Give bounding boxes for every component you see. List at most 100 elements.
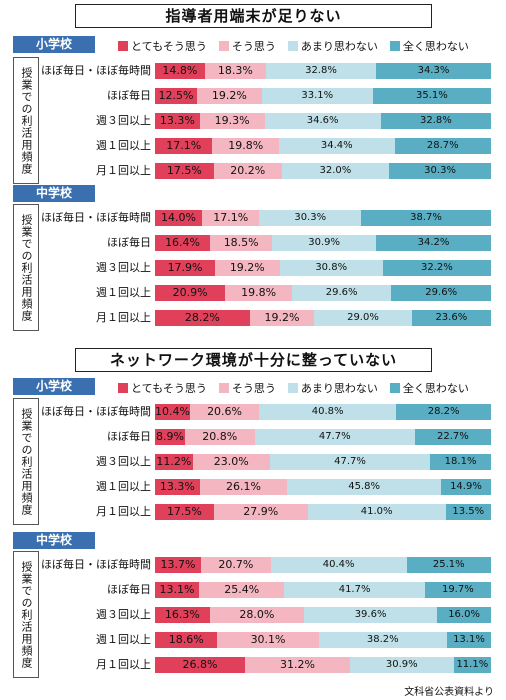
bar-segment: 45.8% — [287, 479, 441, 495]
bar-segment: 23.0% — [192, 454, 270, 470]
stacked-bar: 16.3% 28.0% 39.6% 16.0% — [155, 607, 491, 623]
data-label: 17.1% — [166, 139, 202, 152]
legend-2: とてもそう思う そう思う あまり思わない 全く思わない — [118, 380, 469, 396]
bar-segment: 25.1% — [406, 557, 491, 573]
data-label: 19.8% — [228, 139, 264, 152]
chart-row: ほぼ毎日・ほぼ毎時間 13.7% 20.7% 40.4% 25.1% — [41, 555, 493, 575]
bar-segment: 11.2% — [155, 454, 193, 470]
chart-title-devices: 指導者用端末が足りない — [75, 4, 432, 28]
chart-row: 月１回以上 26.8% 31.2% 30.9% 11.1% — [41, 655, 493, 675]
category-label: ほぼ毎日 — [107, 583, 151, 596]
stacked-bar: 17.9% 19.2% 30.8% 32.2% — [155, 260, 491, 276]
data-label: 19.3% — [214, 114, 250, 127]
data-label: 47.7% — [318, 431, 351, 442]
legend-swatch — [389, 383, 400, 393]
data-label: 13.3% — [159, 114, 195, 127]
bar-segment: 17.5% — [155, 504, 214, 520]
data-label: 41.7% — [338, 584, 371, 595]
data-label: 26.1% — [225, 480, 261, 493]
chart-row: 週３回以上 17.9% 19.2% 30.8% 32.2% — [41, 258, 493, 278]
category-label: 月１回以上 — [96, 311, 151, 324]
data-label: 30.9% — [385, 659, 418, 670]
data-label: 39.6% — [354, 609, 387, 620]
bar-segment: 30.3% — [259, 210, 362, 226]
bar-segment: 14.9% — [440, 479, 491, 495]
stacked-bar: 18.6% 30.1% 38.2% 13.1% — [155, 632, 491, 648]
bar-segment: 40.8% — [259, 404, 397, 420]
vertical-axis-label: 授業での利活用頻度 — [13, 551, 39, 678]
bar-segment: 39.6% — [303, 607, 438, 623]
bar-segment: 20.7% — [201, 557, 271, 573]
data-label: 40.4% — [322, 559, 355, 570]
vertical-axis-label: 授業での利活用頻度 — [13, 204, 39, 331]
data-label: 45.8% — [348, 481, 380, 492]
stacked-bar: 16.4% 18.5% 30.9% 34.2% — [155, 235, 491, 251]
bar-segment: 28.0% — [209, 607, 304, 623]
stacked-bar: 28.2% 19.2% 29.0% 23.6% — [155, 310, 491, 326]
category-label: ほぼ毎日・ほぼ毎時間 — [41, 405, 151, 418]
bar-segment: 20.9% — [155, 285, 226, 301]
data-label: 26.8% — [182, 658, 218, 671]
data-label: 14.8% — [162, 64, 198, 77]
chart-row: ほぼ毎日 12.5% 19.2% 33.1% 35.1% — [41, 86, 493, 106]
data-label: 29.6% — [425, 287, 458, 298]
bar-segment: 19.7% — [424, 582, 491, 598]
data-label: 13.1% — [453, 634, 485, 645]
data-label: 27.9% — [243, 505, 279, 518]
chart-row: ほぼ毎日・ほぼ毎時間 10.4% 20.6% 40.8% 28.2% — [41, 402, 493, 422]
data-label: 11.2% — [156, 455, 192, 468]
chart-row: ほぼ毎日 16.4% 18.5% 30.9% 34.2% — [41, 233, 493, 253]
chart-row: 週１回以上 13.3% 26.1% 45.8% 14.9% — [41, 477, 493, 497]
data-label: 25.1% — [432, 559, 465, 570]
stacked-bar: 14.0% 17.1% 30.3% 38.7% — [155, 210, 491, 226]
data-label: 16.4% — [165, 236, 201, 249]
data-label: 29.6% — [325, 287, 358, 298]
bar-segment: 19.2% — [215, 260, 280, 276]
data-label: 41.0% — [360, 506, 393, 517]
data-label: 29.0% — [347, 312, 379, 323]
bar-segment: 16.3% — [155, 607, 210, 623]
data-label: 18.1% — [444, 456, 477, 467]
data-label: 13.1% — [159, 583, 195, 596]
data-label: 13.3% — [159, 480, 195, 493]
data-label: 14.0% — [161, 211, 196, 224]
bar-segment: 34.6% — [264, 113, 381, 129]
chart-row: 週３回以上 11.2% 23.0% 47.7% 18.1% — [41, 452, 493, 472]
stacked-bar: 8.9% 20.8% 47.7% 22.7% — [155, 429, 491, 445]
bar-segment: 41.7% — [284, 582, 425, 598]
chart-row: 週３回以上 13.3% 19.3% 34.6% 32.8% — [41, 111, 493, 131]
stacked-bar: 13.3% 26.1% 45.8% 14.9% — [155, 479, 491, 495]
category-label: 月１回以上 — [96, 164, 151, 177]
stacked-bar: 12.5% 19.2% 33.1% 35.1% — [155, 88, 491, 104]
bar-segment: 22.7% — [414, 429, 491, 445]
data-label: 17.5% — [166, 505, 202, 518]
stacked-bar: 14.8% 18.3% 32.8% 34.3% — [155, 63, 491, 79]
data-label: 13.7% — [160, 558, 196, 571]
bar-segment: 32.8% — [265, 63, 376, 79]
stacked-bar: 17.5% 27.9% 41.0% 13.5% — [155, 504, 491, 520]
bar-segment: 19.2% — [249, 310, 315, 326]
data-label: 25.4% — [224, 583, 260, 596]
data-label: 38.2% — [366, 634, 399, 645]
chart-title-network: ネットワーク環境が十分に整っていない — [75, 348, 432, 372]
bar-segment: 34.4% — [278, 138, 395, 154]
bar-segment: 30.1% — [217, 632, 319, 648]
category-label: ほぼ毎日 — [107, 430, 151, 443]
legend-swatch — [218, 383, 229, 393]
school-tag-junior-high-1: 中学校 — [13, 185, 95, 202]
data-label: 28.0% — [239, 608, 275, 621]
stacked-bar: 17.1% 19.8% 34.4% 28.7% — [155, 138, 491, 154]
category-label: 週３回以上 — [96, 114, 151, 127]
stacked-bar: 13.1% 25.4% 41.7% 19.7% — [155, 582, 491, 598]
bar-segment: 33.1% — [261, 88, 373, 104]
legend-label: あまり思わない — [300, 382, 378, 395]
bar-segment: 32.0% — [281, 163, 390, 179]
data-label: 33.1% — [301, 90, 334, 101]
bar-segment: 14.8% — [155, 63, 205, 79]
data-label: 34.6% — [306, 115, 339, 126]
bar-segment: 38.7% — [361, 210, 491, 226]
chart-panel: 授業での利活用頻度 ほぼ毎日・ほぼ毎時間 14.0% 17.1% 30.3% 38.7% ほ… — [13, 204, 493, 331]
bar-segment: 31.2% — [245, 657, 350, 673]
stacked-bar: 13.7% 20.7% 40.4% 25.1% — [155, 557, 491, 573]
bar-segment: 16.4% — [155, 235, 211, 251]
